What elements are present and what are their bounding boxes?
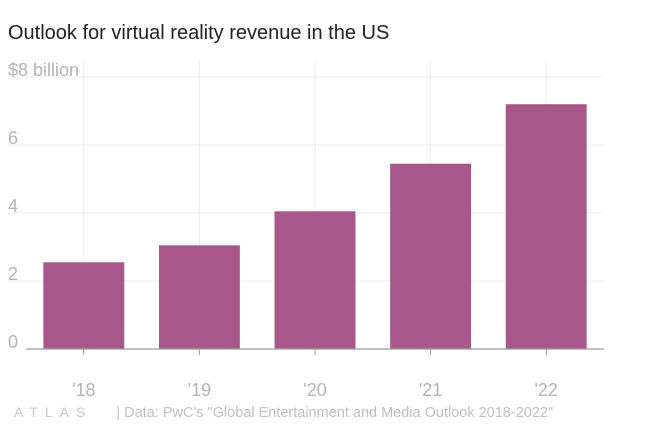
bar-chart: 0 2 4 6 $8 billion '18 '19 '20 '21 '22 — [8, 60, 604, 400]
x-tick-label: '19 — [188, 380, 211, 400]
y-tick-label: $8 billion — [8, 60, 79, 80]
x-tick-label: '20 — [303, 380, 326, 400]
x-tick-label: '22 — [534, 380, 557, 400]
y-tick-label: 0 — [8, 332, 18, 352]
source-note: | Data: PwC's "Global Entertainment and … — [116, 405, 554, 421]
bar — [43, 262, 125, 349]
chart-title: Outlook for virtual reality revenue in t… — [8, 22, 390, 44]
x-tick-label: '18 — [72, 380, 95, 400]
y-tick-label: 4 — [8, 196, 18, 216]
footer: ATLAS | Data: PwC's "Global Entertainmen… — [14, 404, 553, 421]
y-tick-label: 6 — [8, 128, 18, 148]
x-tick-label: '21 — [419, 380, 442, 400]
atlas-logo: ATLAS — [14, 404, 93, 420]
bar — [390, 163, 472, 349]
bar — [274, 211, 356, 349]
bar — [505, 104, 587, 349]
bar — [158, 245, 240, 349]
y-tick-label: 2 — [8, 264, 18, 284]
